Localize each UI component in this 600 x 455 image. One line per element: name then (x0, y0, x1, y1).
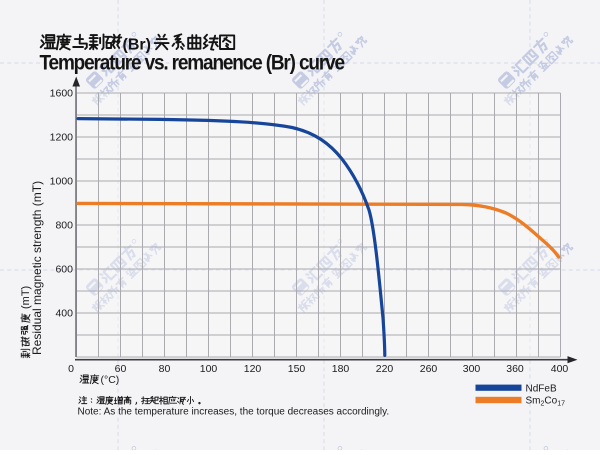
svg-text:(Br): (Br) (123, 37, 151, 54)
svg-text:800: 800 (55, 220, 73, 232)
svg-text:Sm2Co17: Sm2Co17 (526, 396, 566, 408)
svg-text:100: 100 (200, 363, 218, 375)
svg-text:80: 80 (159, 363, 171, 375)
svg-text:60: 60 (115, 363, 127, 375)
svg-text:NdFeB: NdFeB (526, 383, 557, 394)
svg-text:0: 0 (68, 363, 74, 375)
svg-text:120: 120 (244, 363, 262, 375)
svg-text:180: 180 (332, 363, 350, 375)
svg-text:(°C): (°C) (101, 374, 120, 386)
svg-text:360: 360 (506, 363, 524, 375)
svg-text:Note: As the temperature incre: Note: As the temperature increases, the … (78, 406, 390, 417)
svg-text:Residual magnetic strength (mT: Residual magnetic strength (mT) (30, 181, 44, 355)
svg-text:400: 400 (55, 308, 73, 320)
svg-text:300: 300 (463, 363, 481, 375)
svg-text:1600: 1600 (50, 88, 74, 100)
svg-text:(mT): (mT) (20, 286, 32, 309)
svg-text:1000: 1000 (50, 176, 74, 188)
svg-text:1200: 1200 (50, 132, 74, 144)
svg-text:400: 400 (551, 363, 569, 375)
svg-text:600: 600 (55, 264, 73, 276)
svg-text:Temperature vs. remanence (Br): Temperature vs. remanence (Br) curve (40, 52, 345, 75)
svg-text:150: 150 (288, 363, 306, 375)
svg-text:220: 220 (376, 363, 394, 375)
svg-text:260: 260 (420, 363, 438, 375)
